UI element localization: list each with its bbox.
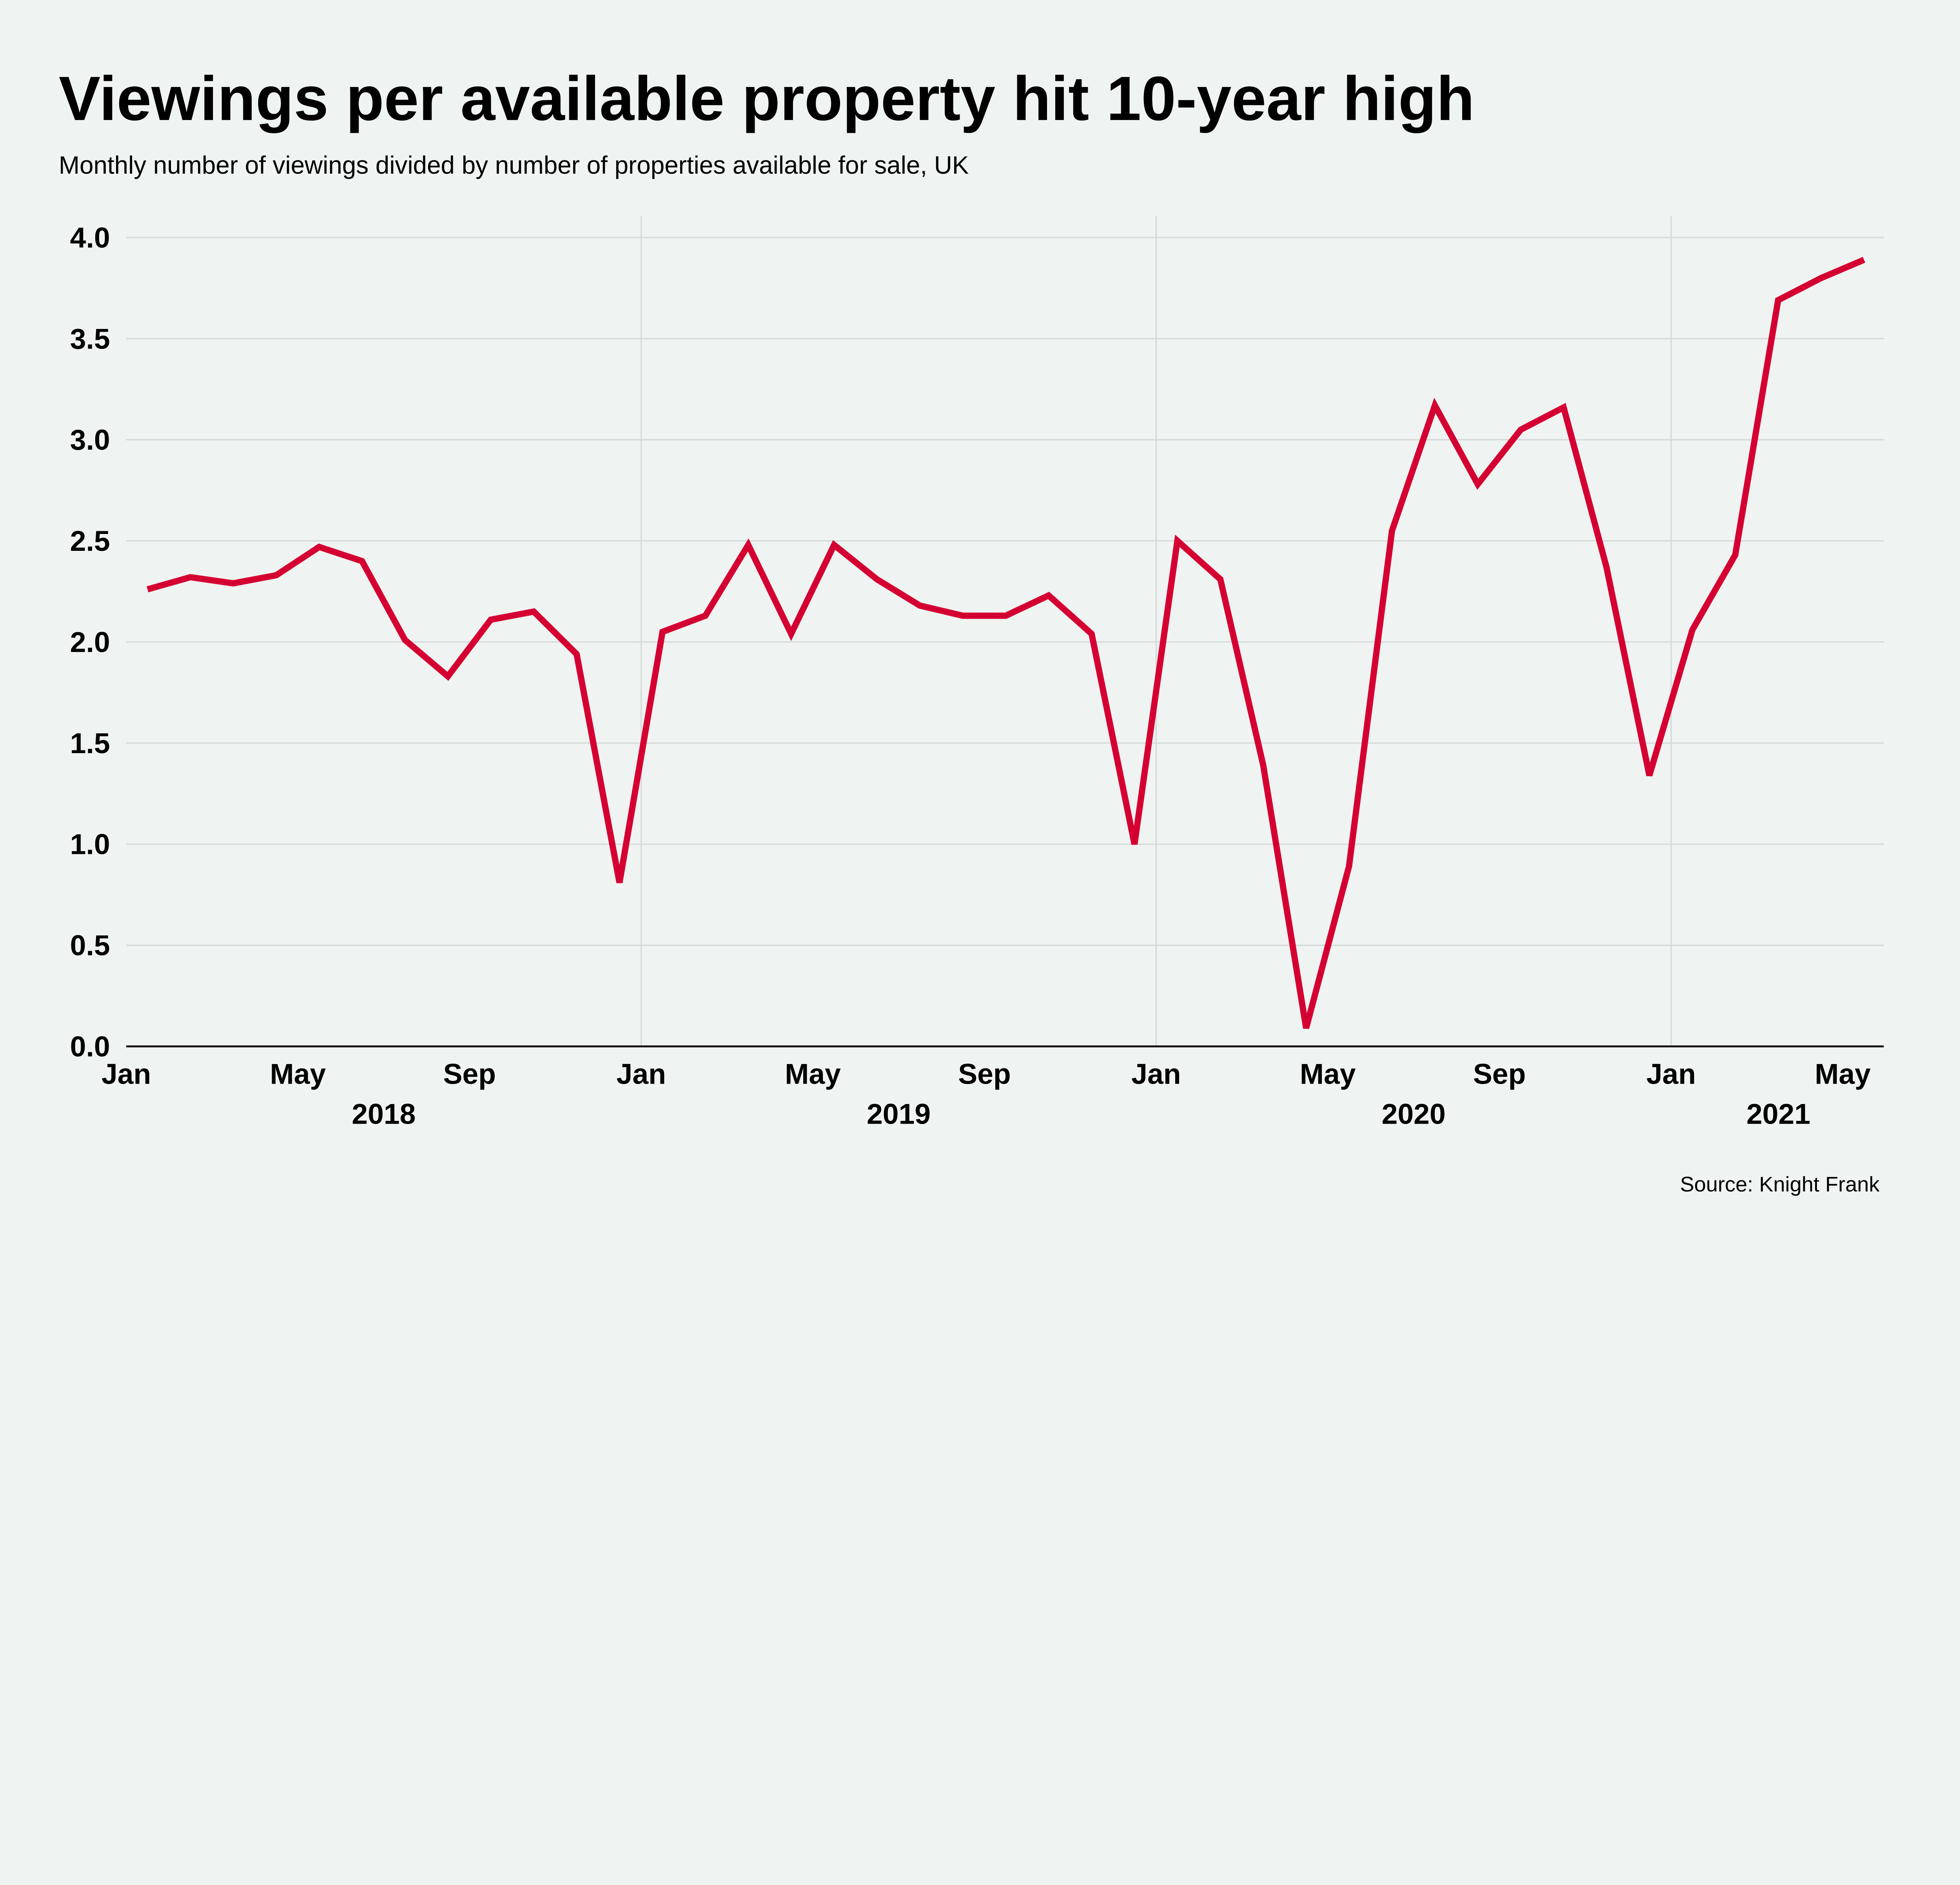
x-tick-label: Jan	[1131, 1058, 1181, 1090]
chart: Viewings per available property hit 10-y…	[0, 0, 1960, 1261]
x-tick-label: Jan	[617, 1058, 666, 1090]
x-year-label: 2021	[1746, 1098, 1810, 1130]
y-tick-label: 3.0	[70, 424, 110, 456]
x-tick-label: Sep	[443, 1058, 496, 1090]
y-tick-label: 1.0	[70, 828, 110, 861]
background	[0, 0, 1960, 1261]
y-tick-label: 4.0	[70, 222, 110, 254]
data-points	[147, 260, 1864, 1028]
x-tick-label: Sep	[1473, 1058, 1526, 1090]
x-tick-label: Jan	[102, 1058, 151, 1090]
x-year-label: 2020	[1382, 1098, 1446, 1130]
chart-subtitle: Monthly number of viewings divided by nu…	[59, 151, 969, 179]
y-tick-label: 3.5	[70, 323, 110, 355]
source-note: Source: Knight Frank	[1680, 1173, 1880, 1196]
y-tick-label: 2.0	[70, 626, 110, 658]
y-tick-label: 2.5	[70, 525, 110, 557]
grid	[126, 216, 1884, 1047]
x-tick-label: May	[270, 1058, 326, 1090]
x-axis: Jan May Sep Jan May Sep Jan May Sep Jan May 2018 201…	[102, 1058, 1871, 1130]
x-tick-label: Sep	[958, 1058, 1011, 1090]
x-year-label: 2018	[352, 1098, 416, 1130]
chart-title: Viewings per available property hit 10-y…	[59, 64, 1475, 133]
y-tick-label: 0.0	[70, 1031, 110, 1063]
y-tick-label: 1.5	[70, 727, 110, 759]
x-tick-label: Jan	[1646, 1058, 1696, 1090]
x-tick-label: May	[1815, 1058, 1871, 1090]
x-tick-label: May	[1300, 1058, 1356, 1090]
y-tick-label: 0.5	[70, 930, 110, 962]
x-tick-label: May	[785, 1058, 841, 1090]
y-axis: 0.0 0.5 1.0 1.5 2.0 2.5 3.0 3.5 4.0	[70, 222, 110, 1062]
series-line	[147, 257, 1866, 1029]
x-year-label: 2019	[867, 1098, 931, 1130]
